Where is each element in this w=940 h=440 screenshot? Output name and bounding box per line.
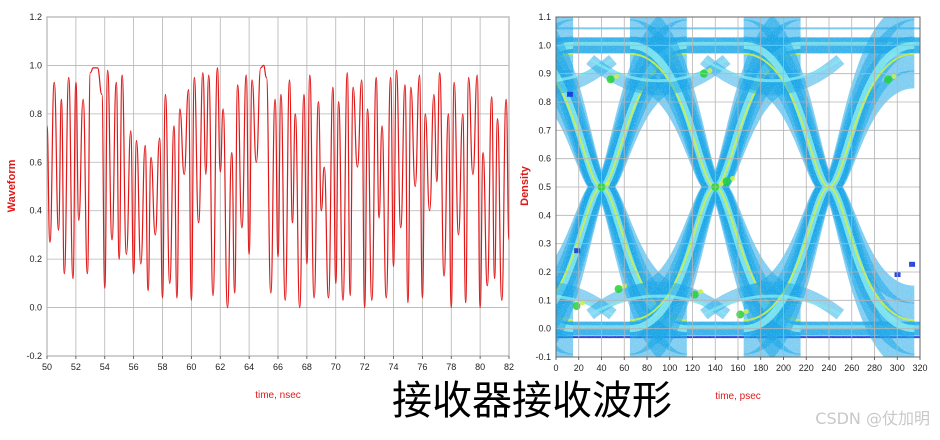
x-tick-label: 54 <box>100 362 110 372</box>
x-tick-label: 20 <box>574 363 584 373</box>
x-tick-label: 58 <box>157 362 167 372</box>
y-tick-label: 0.4 <box>29 206 42 216</box>
y-tick-label: 0.3 <box>538 239 551 249</box>
eye-y-axis-label: Density <box>519 165 531 206</box>
x-tick-label: 40 <box>596 363 606 373</box>
y-tick-label: 0.4 <box>538 210 551 220</box>
waveform-y-ticks: -0.2 0.0 0.2 0.4 0.6 0.8 1.0 1.2 <box>26 12 42 361</box>
x-tick-label: 60 <box>186 362 196 372</box>
eye-y-ticks: -0.1 0.0 0.1 0.2 0.3 0.4 0.5 0.6 0.7 0.8 0.9 1.0 1.1 <box>535 12 551 362</box>
x-tick-label: 300 <box>890 363 905 373</box>
y-tick-label: 1.2 <box>29 12 42 22</box>
x-tick-label: 240 <box>821 363 836 373</box>
x-tick-label: 72 <box>360 362 370 372</box>
y-tick-label: 0.6 <box>538 154 551 164</box>
eye-x-ticks: 0 20 40 60 80 100 120 140 160 180 200 220 240 260 280 3… <box>553 357 928 373</box>
y-tick-label: 0.9 <box>538 69 551 79</box>
x-tick-label: 140 <box>708 363 723 373</box>
figure-caption: 接收器接收波形 <box>392 378 672 424</box>
x-tick-label: 80 <box>475 362 485 372</box>
x-tick-label: 56 <box>129 362 139 372</box>
x-tick-label: 120 <box>685 363 700 373</box>
x-tick-label: 60 <box>619 363 629 373</box>
waveform-grid <box>46 16 510 357</box>
waveform-series-line <box>47 64 509 309</box>
y-tick-label: 1.0 <box>29 60 42 70</box>
watermark: CSDN @仗加明 <box>815 409 930 428</box>
x-tick-label: 0 <box>553 363 558 373</box>
waveform-x-axis-label: time, nsec <box>255 390 301 401</box>
x-tick-label: 180 <box>753 363 768 373</box>
x-tick-label: 160 <box>730 363 745 373</box>
y-tick-label: 0.2 <box>538 267 551 277</box>
y-tick-label: -0.2 <box>26 351 42 361</box>
x-tick-label: 260 <box>844 363 859 373</box>
x-tick-label: 82 <box>504 362 514 372</box>
y-tick-label: 0.8 <box>29 109 42 119</box>
y-tick-label: 0.8 <box>538 97 551 107</box>
waveform-y-axis-label: Waveform <box>6 159 18 212</box>
y-tick-label: 1.0 <box>538 40 551 50</box>
x-tick-label: 70 <box>331 362 341 372</box>
y-tick-label: 1.1 <box>538 12 551 22</box>
y-tick-label: 0.0 <box>538 324 551 334</box>
x-tick-label: 100 <box>662 363 677 373</box>
waveform-chart: 50 52 54 56 58 60 62 64 66 68 70 72 74 76 78 80 82 -0.2 0… <box>6 12 514 401</box>
eye-grid <box>555 16 921 358</box>
x-tick-label: 320 <box>912 363 927 373</box>
y-tick-label: 0.2 <box>29 254 42 264</box>
y-tick-label: 0.6 <box>29 157 42 167</box>
y-tick-label: -0.1 <box>535 352 551 362</box>
waveform-x-ticks: 50 52 54 56 58 60 62 64 66 68 70 72 74 76 78 80 82 <box>42 356 514 372</box>
y-tick-label: 0.1 <box>538 295 551 305</box>
x-tick-label: 74 <box>388 362 398 372</box>
x-tick-label: 52 <box>71 362 81 372</box>
x-tick-label: 200 <box>776 363 791 373</box>
x-tick-label: 66 <box>273 362 283 372</box>
x-tick-label: 76 <box>417 362 427 372</box>
eye-diagram-chart: 0 20 40 60 80 100 120 140 160 180 200 220 240 260 280 3… <box>519 12 928 402</box>
x-tick-label: 78 <box>446 362 456 372</box>
x-tick-label: 62 <box>215 362 225 372</box>
y-tick-label: 0.5 <box>538 182 551 192</box>
y-tick-label: 0.0 <box>29 303 42 313</box>
eye-x-axis-label: time, psec <box>715 391 761 402</box>
x-tick-label: 64 <box>244 362 254 372</box>
y-tick-label: 0.7 <box>538 125 551 135</box>
x-tick-label: 80 <box>642 363 652 373</box>
x-tick-label: 68 <box>302 362 312 372</box>
x-tick-label: 280 <box>867 363 882 373</box>
x-tick-label: 50 <box>42 362 52 372</box>
x-tick-label: 220 <box>799 363 814 373</box>
